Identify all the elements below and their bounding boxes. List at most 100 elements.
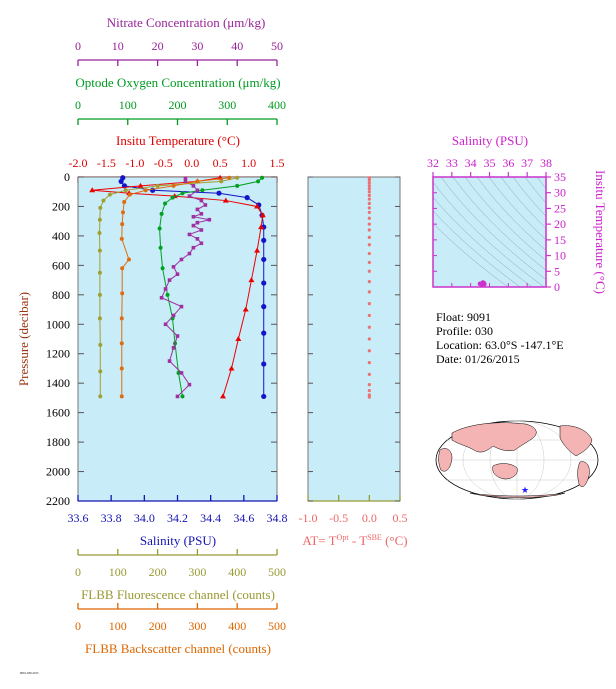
temperature-point [259,212,266,218]
oxygen-axis-title: Optode Oxygen Concentration (μm/kg) [75,75,280,90]
nitrate-point [183,176,188,181]
nitrate-point [195,237,200,241]
backscatter-point [122,200,127,205]
salinity-tick-label: 34.4 [200,511,221,525]
nitrate-point [195,188,200,193]
backscatter-point [120,266,125,271]
backscatter-tick-label: 500 [268,619,286,633]
backscatter-tick-label: 0 [75,619,81,633]
nitrate-point [191,214,196,219]
ts-ytick-label: 0 [554,280,560,294]
backscatter-point [119,316,124,321]
nitrate-point [191,245,196,250]
dt-point [367,337,371,341]
ts-xtick-label: 33 [446,156,458,170]
temperature-point [254,203,261,209]
dt-point [367,176,371,180]
ts-salinity-title: Salinity (PSU) [452,133,528,148]
fluorescence-point [107,192,112,197]
info-float: Float: 9091 [436,310,491,324]
map-australia [492,463,518,480]
ts-contour [476,177,546,251]
temperature-tick-label: 1.5 [270,156,285,170]
dt-plot-area [307,176,401,502]
ts-contour [433,181,545,287]
oxygen-tick-label: 400 [268,98,286,112]
fluorescence-tick-label: 0 [75,565,81,579]
footer-tag: 9091-030-2015 [20,671,39,675]
backscatter-point [195,179,200,184]
dt-point [367,251,371,256]
nitrate-point [167,278,172,282]
temperature-tick-label: -2.0 [69,156,88,170]
temperature-point [235,336,242,341]
nitrate-point [179,371,184,375]
ts-ytick-label: 15 [554,233,566,247]
dt-point [367,201,371,206]
map-antarctica [469,492,566,498]
backscatter-axis: 0 100 200 300 400 500 [75,603,286,633]
ts-xtick-label: 36 [502,156,514,170]
dt-tick-label: -0.5 [329,511,348,525]
map-north-america [559,425,593,457]
dt-axis-title: AT= TOpt - TSBE (°C) [302,533,407,548]
backscatter-line [121,177,230,397]
salinity-tick-label: 33.8 [101,511,122,525]
nitrate-point [163,322,168,327]
nitrate-point [187,382,192,387]
nitrate-point [171,265,176,269]
dt-point [367,206,371,210]
fluorescence-point [235,175,240,180]
ts-contour [512,177,546,217]
temperature-point [222,197,229,203]
fluorescence-point [98,342,103,347]
dt-point [367,190,371,194]
dt-title-part3: (°C) [382,533,408,548]
ts-density-contours [433,177,546,287]
ts-temperature-title: Insitu Temperature (°C) [593,170,608,294]
ts-plot-marks [477,280,487,288]
ts-ytick-label: 25 [554,201,566,215]
ts-xtick-label: 32 [427,156,439,170]
backscatter-point [119,236,124,241]
dt-point [367,290,371,294]
fluorescence-point [98,394,103,399]
nitrate-point [199,212,204,216]
pressure-tick-label: 600 [52,258,70,272]
backscatter-point [126,257,131,262]
nitrate-point [171,346,176,350]
dt-point [367,372,371,376]
oxygen-point [180,394,185,399]
salinity-tick-label: 33.6 [68,511,89,525]
dt-title-sup1: Opt [337,533,350,542]
temperature-point [219,393,226,399]
pressure-axis-title: Pressure (decibar) [16,292,31,386]
dt-tick-label: -1.0 [299,511,318,525]
fluorescence-tick-label: 300 [188,565,206,579]
salinity-axis-title: Salinity (PSU) [140,533,216,548]
nitrate-point [187,232,192,237]
ts-contour [452,177,546,271]
nitrate-tick-label: 40 [231,39,243,53]
ts-xtick-label: 37 [521,156,533,170]
nitrate-point [199,198,204,203]
main-plot-area [77,176,278,502]
pressure-axis: 0 200 400 600 800 1000 1200 1400 1600 1800 2000 220… [46,170,277,508]
nitrate-point [159,295,164,300]
temperature-tick-label: 0.5 [213,156,228,170]
pressure-tick-label: 2200 [46,494,70,508]
nitrate-point [179,257,184,262]
nitrate-point [207,217,212,222]
dt-point [367,184,371,188]
ts-ytick-label: 30 [554,186,566,200]
nitrate-point [187,251,192,256]
fluorescence-point [98,205,103,210]
salinity-point [216,190,222,196]
backscatter-point [143,188,148,193]
nitrate-point [187,194,192,198]
dt-point [367,325,371,329]
oxygen-tick-label: 200 [169,98,187,112]
temperature-point [228,365,235,371]
fluorescence-point [97,230,102,235]
oxygen-point [170,195,175,200]
